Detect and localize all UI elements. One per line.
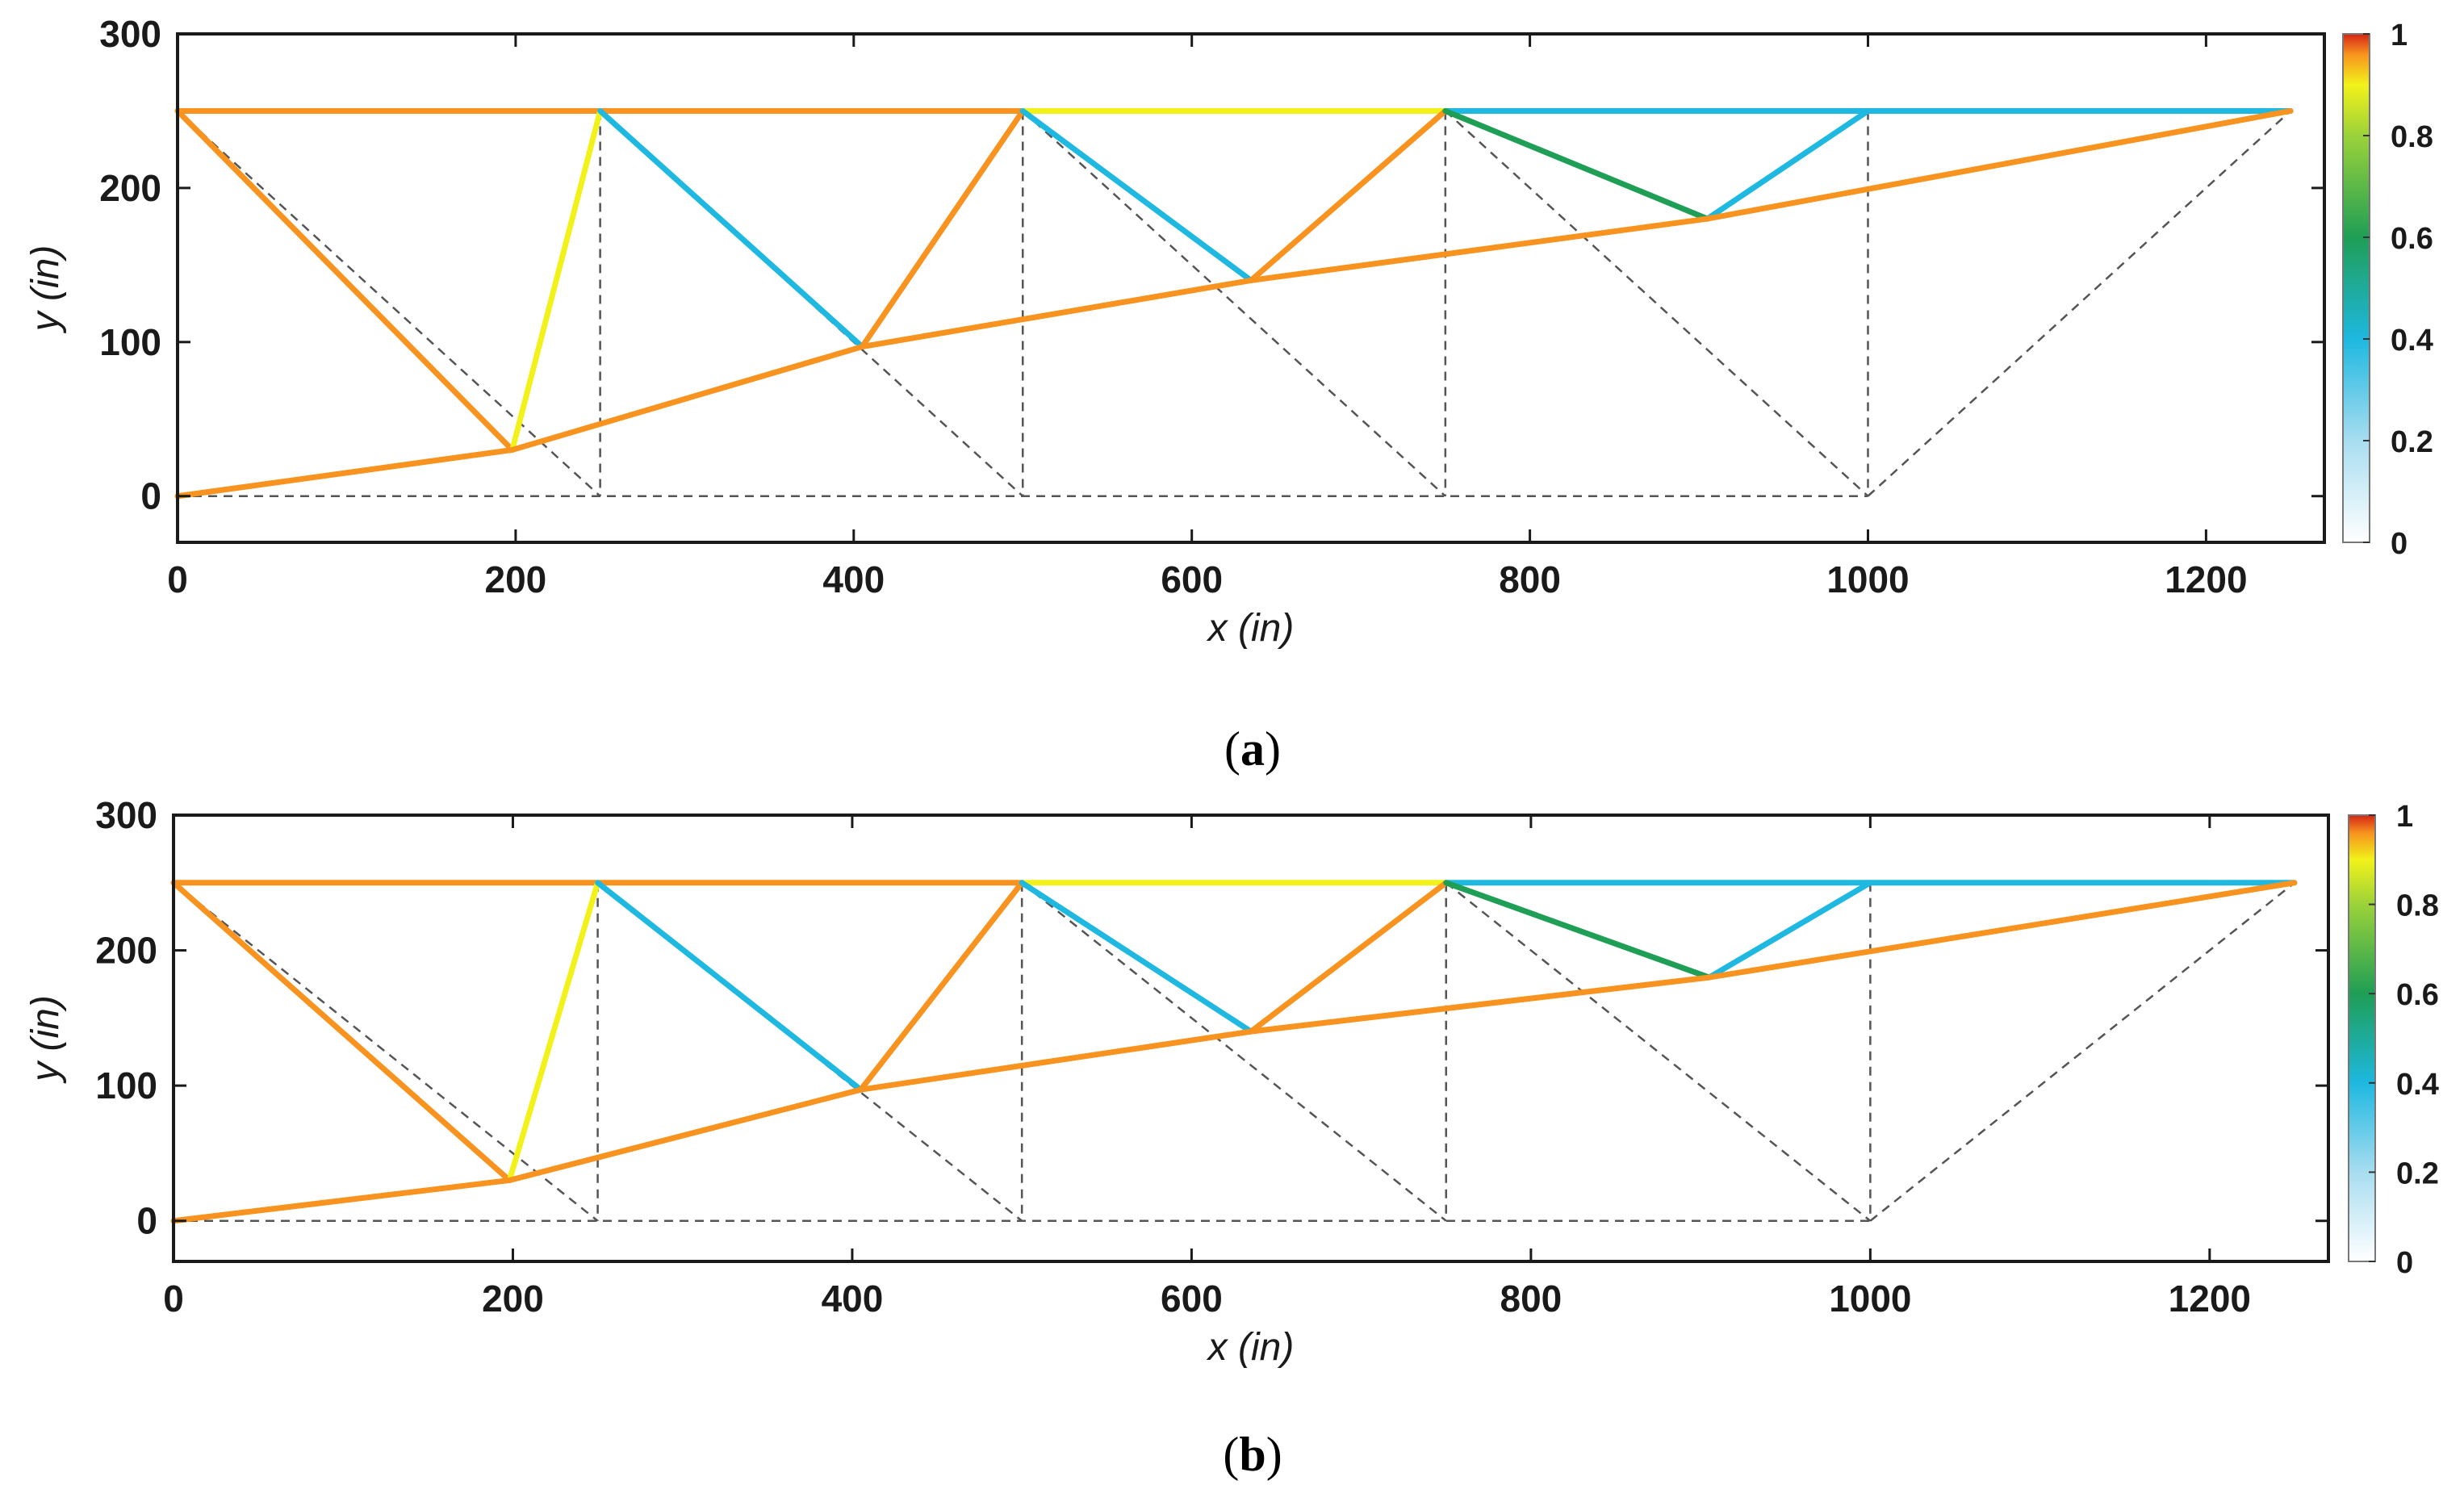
axes-frame xyxy=(172,814,2330,1263)
x-tick-label: 0 xyxy=(163,1278,184,1320)
colorbar: 0 0.2 0.4 0.6 0.8 1 xyxy=(2342,19,2433,561)
truss-member xyxy=(174,107,516,453)
truss-member xyxy=(597,107,865,350)
colorbar-tick-label: 1 xyxy=(2396,800,2413,834)
x-tick-label: 1000 xyxy=(1829,1278,1911,1320)
colorbar-gradient xyxy=(2348,814,2376,1262)
x-tick-label: 800 xyxy=(1500,1278,1562,1320)
y-tick-label: 200 xyxy=(95,930,157,972)
ground-structure-line xyxy=(596,881,1023,1222)
panel-caption: (b) xyxy=(1223,1428,1282,1481)
colorbar-tick-label: 0.4 xyxy=(2391,324,2433,358)
truss-member xyxy=(1705,107,1871,222)
ground-structure-line xyxy=(173,881,599,1222)
truss-member xyxy=(1706,880,2298,981)
x-tick-label: 400 xyxy=(822,1278,884,1320)
colorbar-gradient xyxy=(2342,33,2370,543)
truss-member xyxy=(1443,880,1713,981)
y-axis-label: y (in) xyxy=(24,245,67,334)
panel-caption: (a) xyxy=(1224,722,1281,776)
truss-member xyxy=(857,880,1025,1093)
x-tick-label: 600 xyxy=(1161,1278,1223,1320)
x-tick-label: 200 xyxy=(485,558,547,600)
caption-close-paren: ) xyxy=(1265,722,1281,776)
caption-letter: b xyxy=(1239,1428,1265,1481)
axes-frame xyxy=(176,32,2326,544)
truss-members xyxy=(170,880,2298,1224)
x-tick-label: 800 xyxy=(1499,558,1561,600)
y-tick-label: 100 xyxy=(99,321,161,363)
truss-member xyxy=(1248,215,1711,283)
truss-member xyxy=(1019,880,1254,1035)
truss-member xyxy=(1706,880,1873,981)
x-axis-label: x (in) xyxy=(1207,607,1295,650)
y-tick-label: 0 xyxy=(136,1200,157,1242)
ground-structure-line xyxy=(1869,881,2295,1222)
truss-members xyxy=(174,107,2294,500)
truss-member xyxy=(1019,107,1254,283)
truss-member xyxy=(1705,107,2294,222)
y-tick-label: 0 xyxy=(140,475,161,517)
truss-member xyxy=(1248,974,1713,1035)
x-axis-label: x (in) xyxy=(1207,1326,1295,1369)
caption-letter: a xyxy=(1240,722,1265,776)
colorbar-tick-label: 0.8 xyxy=(2396,889,2439,923)
colorbar-tick-label: 0.6 xyxy=(2391,222,2433,256)
truss-member xyxy=(859,107,1026,350)
panel-a: 0 200 400 600 800 1000 1200 0 100 200 300 x (in) y (… xyxy=(24,13,2433,776)
y-tick-label: 300 xyxy=(95,794,157,836)
colorbar-tick-label: 0 xyxy=(2391,527,2408,561)
truss-member xyxy=(170,1177,512,1224)
caption-close-paren: ) xyxy=(1266,1428,1282,1481)
ground-structure-line xyxy=(1867,110,2291,497)
colorbar-tick-label: 0 xyxy=(2396,1246,2413,1280)
truss-member xyxy=(170,880,512,1183)
truss-member xyxy=(174,446,516,500)
y-tick-label: 300 xyxy=(99,13,161,55)
y-tick-label: 100 xyxy=(95,1065,157,1106)
ground-structure-line xyxy=(1445,110,1869,497)
colorbar-tick-label: 0.2 xyxy=(2396,1157,2439,1190)
x-tick-label: 400 xyxy=(822,558,885,600)
ground-structure-line xyxy=(1445,881,1872,1222)
truss-member xyxy=(506,880,601,1183)
ground-structure-line xyxy=(1022,110,1446,497)
caption-open-paren: ( xyxy=(1223,1428,1239,1481)
truss-member xyxy=(859,277,1254,350)
colorbar-tick-label: 0.2 xyxy=(2391,425,2433,459)
colorbar-tick-label: 1 xyxy=(2391,19,2408,52)
colorbar-tick-label: 0.8 xyxy=(2391,120,2433,154)
x-tick-label: 1000 xyxy=(1826,558,1909,600)
truss-member xyxy=(1442,107,1711,222)
x-tick-label: 0 xyxy=(167,558,188,600)
truss-member xyxy=(595,880,864,1093)
x-tick-label: 1200 xyxy=(2169,1278,2251,1320)
x-tick-label: 1200 xyxy=(2165,558,2247,600)
truss-member xyxy=(857,1028,1254,1093)
y-tick-label: 200 xyxy=(99,167,161,209)
colorbar-tick-label: 0.6 xyxy=(2396,978,2439,1012)
truss-member xyxy=(509,344,865,453)
truss-member xyxy=(509,107,604,453)
truss-member xyxy=(1248,107,1449,283)
colorbar: 0 0.2 0.4 0.6 0.8 1 xyxy=(2348,800,2439,1280)
truss-member xyxy=(506,1086,864,1183)
x-tick-label: 200 xyxy=(482,1278,544,1320)
x-tick-label: 600 xyxy=(1161,558,1223,600)
colorbar-tick-label: 0.4 xyxy=(2396,1068,2439,1102)
y-axis-label: y (in) xyxy=(24,995,67,1084)
truss-member xyxy=(1248,880,1450,1035)
panel-b: 0 200 400 600 800 1000 1200 0 100 200 300 x (in) y (… xyxy=(24,794,2439,1481)
ground-structure-line xyxy=(1021,881,1447,1222)
ground-structure-line xyxy=(177,110,601,497)
caption-open-paren: ( xyxy=(1224,722,1240,776)
